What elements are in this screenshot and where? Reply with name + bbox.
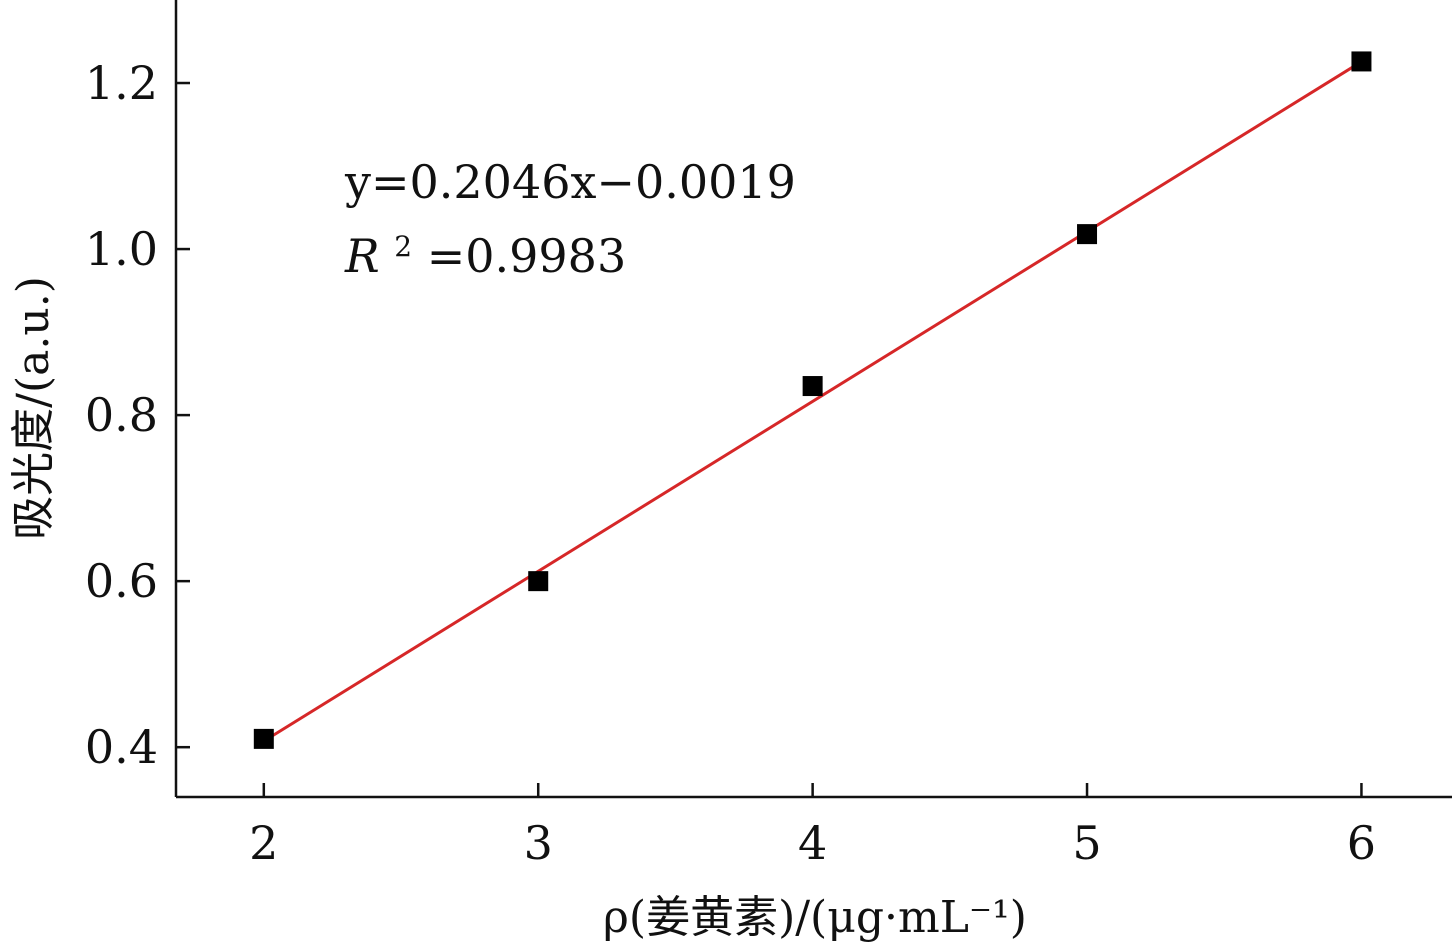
x-tick-label-4: 6 <box>1347 816 1376 870</box>
y-tick-label-1: 0.6 <box>85 554 158 608</box>
labels-layer: ρ(姜黄素)/(μg·mL⁻¹) 吸光度/(a.u.) y=0.2046x−0.… <box>8 155 1027 943</box>
data-point-1 <box>528 571 549 592</box>
x-axis-title: ρ(姜黄素)/(μg·mL⁻¹) <box>603 892 1027 943</box>
y-tick-label-3: 1.0 <box>85 222 158 276</box>
data-point-2 <box>802 376 823 397</box>
data-point-0 <box>253 728 274 749</box>
x-tick-label-0: 2 <box>249 816 278 870</box>
data-point-4 <box>1351 51 1372 72</box>
r-squared-value: =0.9983 <box>427 229 627 283</box>
axes-layer: 2 3 4 5 6 0.4 0.6 0.8 1.0 1.2 <box>85 0 1452 870</box>
regression-equation: y=0.2046x−0.0019 <box>344 155 796 209</box>
y-tick-label-4: 1.2 <box>85 56 158 110</box>
x-tick-label-3: 5 <box>1072 816 1101 870</box>
x-tick-label-1: 3 <box>524 816 553 870</box>
regression-line <box>263 60 1363 743</box>
r-squared-superscript: 2 <box>394 230 412 263</box>
y-tick-label-0: 0.4 <box>85 720 158 774</box>
y-axis-title: 吸光度/(a.u.) <box>8 276 59 540</box>
r-squared-symbol: R <box>344 229 380 283</box>
marks-layer <box>253 51 1372 749</box>
data-point-3 <box>1077 224 1098 245</box>
r-squared-annotation: R 2 =0.9983 <box>344 213 626 283</box>
y-tick-label-2: 0.8 <box>85 388 158 442</box>
x-tick-label-2: 4 <box>798 816 827 870</box>
